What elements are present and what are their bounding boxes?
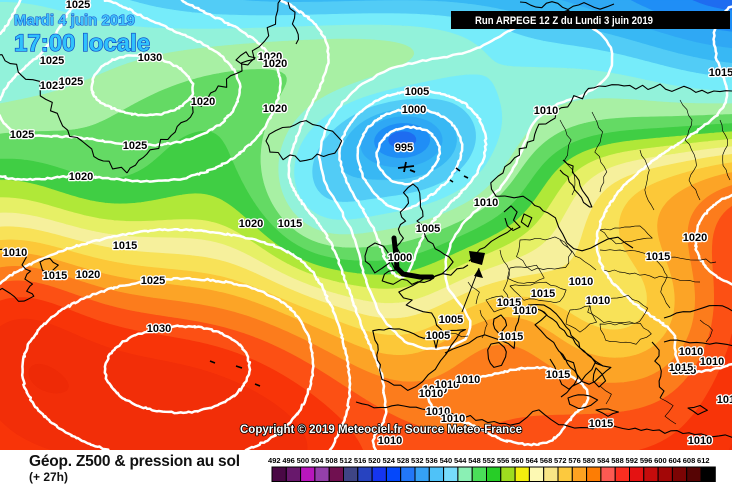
svg-text:524: 524	[382, 456, 395, 465]
svg-text:1000: 1000	[388, 252, 412, 264]
svg-text:1010: 1010	[586, 295, 610, 307]
svg-text:1020: 1020	[683, 232, 707, 244]
svg-text:544: 544	[454, 456, 467, 465]
svg-text:1015: 1015	[497, 297, 521, 309]
svg-text:592: 592	[626, 456, 639, 465]
svg-text:1015: 1015	[646, 251, 670, 263]
svg-text:580: 580	[583, 456, 596, 465]
svg-text:1015: 1015	[672, 365, 696, 377]
svg-text:520: 520	[368, 456, 381, 465]
svg-text:608: 608	[683, 456, 696, 465]
svg-text:576: 576	[568, 456, 581, 465]
svg-text:1025: 1025	[40, 55, 64, 67]
svg-text:1020: 1020	[263, 58, 287, 70]
svg-text:1010: 1010	[3, 247, 27, 259]
svg-text:612: 612	[697, 456, 710, 465]
svg-text:1025: 1025	[123, 140, 147, 152]
svg-text:1010: 1010	[456, 374, 480, 386]
svg-text:1025: 1025	[59, 76, 83, 88]
svg-text:504: 504	[311, 456, 324, 465]
svg-text:512: 512	[340, 456, 353, 465]
svg-text:508: 508	[325, 456, 338, 465]
svg-text:(+ 27h): (+ 27h)	[29, 470, 68, 484]
svg-text:1010: 1010	[679, 346, 703, 358]
svg-text:1005: 1005	[416, 223, 440, 235]
svg-text:1015: 1015	[546, 369, 570, 381]
svg-text:1030: 1030	[138, 52, 162, 64]
svg-text:588: 588	[611, 456, 624, 465]
svg-text:1015: 1015	[531, 288, 555, 300]
svg-text:568: 568	[540, 456, 553, 465]
svg-text:584: 584	[597, 456, 610, 465]
svg-text:1015: 1015	[499, 331, 523, 343]
svg-text:572: 572	[554, 456, 567, 465]
svg-text:1030: 1030	[147, 323, 171, 335]
svg-text:496: 496	[282, 456, 295, 465]
svg-text:1015: 1015	[589, 418, 613, 430]
svg-text:500: 500	[297, 456, 310, 465]
svg-text:1005: 1005	[426, 330, 450, 342]
svg-text:1010: 1010	[378, 435, 402, 447]
svg-text:1020: 1020	[263, 103, 287, 115]
svg-text:1015: 1015	[669, 362, 693, 374]
svg-text:995: 995	[395, 142, 413, 154]
svg-text:Run ARPEGE 12 Z du Lundi 3 jui: Run ARPEGE 12 Z du Lundi 3 juin 2019	[475, 15, 653, 27]
svg-text:552: 552	[483, 456, 496, 465]
svg-text:1010: 1010	[700, 356, 724, 368]
svg-text:600: 600	[654, 456, 667, 465]
svg-text:1015: 1015	[43, 270, 67, 282]
svg-text:1010: 1010	[441, 413, 465, 425]
svg-text:532: 532	[411, 456, 424, 465]
svg-text:1010: 1010	[688, 435, 712, 447]
svg-text:1005: 1005	[439, 314, 463, 326]
svg-text:1020: 1020	[69, 171, 93, 183]
svg-text:1025: 1025	[10, 129, 34, 141]
svg-text:1015: 1015	[278, 218, 302, 230]
svg-text:528: 528	[397, 456, 410, 465]
svg-text:1020: 1020	[258, 51, 282, 63]
svg-text:1005: 1005	[405, 86, 429, 98]
svg-text:556: 556	[497, 456, 510, 465]
svg-text:540: 540	[440, 456, 453, 465]
svg-text:1015: 1015	[709, 67, 732, 79]
svg-text:1010: 1010	[513, 305, 537, 317]
svg-text:1010: 1010	[426, 406, 450, 418]
svg-text:1010: 1010	[534, 105, 558, 117]
svg-text:604: 604	[668, 456, 681, 465]
svg-text:1020: 1020	[191, 96, 215, 108]
svg-text:Mardi 4 juin 2019: Mardi 4 juin 2019	[14, 12, 135, 29]
svg-text:1010: 1010	[435, 379, 459, 391]
svg-text:1025: 1025	[141, 275, 165, 287]
svg-text:1020: 1020	[76, 269, 100, 281]
svg-text:548: 548	[468, 456, 481, 465]
svg-text:564: 564	[525, 456, 538, 465]
svg-text:596: 596	[640, 456, 653, 465]
svg-text:1010: 1010	[419, 388, 443, 400]
svg-text:1025: 1025	[66, 0, 90, 11]
svg-text:1010: 1010	[569, 276, 593, 288]
svg-text:Géop. Z500 & pression au sol: Géop. Z500 & pression au sol	[29, 453, 240, 470]
svg-text:1010: 1010	[423, 384, 447, 396]
svg-text:560: 560	[511, 456, 524, 465]
svg-text:516: 516	[354, 456, 367, 465]
svg-text:1015: 1015	[113, 240, 137, 252]
svg-text:1025: 1025	[40, 80, 64, 92]
svg-text:1010: 1010	[717, 394, 732, 406]
svg-text:17:00 locale: 17:00 locale	[14, 30, 150, 57]
svg-text:1020: 1020	[239, 218, 263, 230]
svg-text:1000: 1000	[402, 104, 426, 116]
svg-text:Copyright © 2019 Meteociel.fr: Copyright © 2019 Meteociel.fr Source Met…	[240, 424, 522, 436]
svg-text:536: 536	[425, 456, 438, 465]
svg-text:1010: 1010	[474, 197, 498, 209]
svg-text:492: 492	[268, 456, 281, 465]
